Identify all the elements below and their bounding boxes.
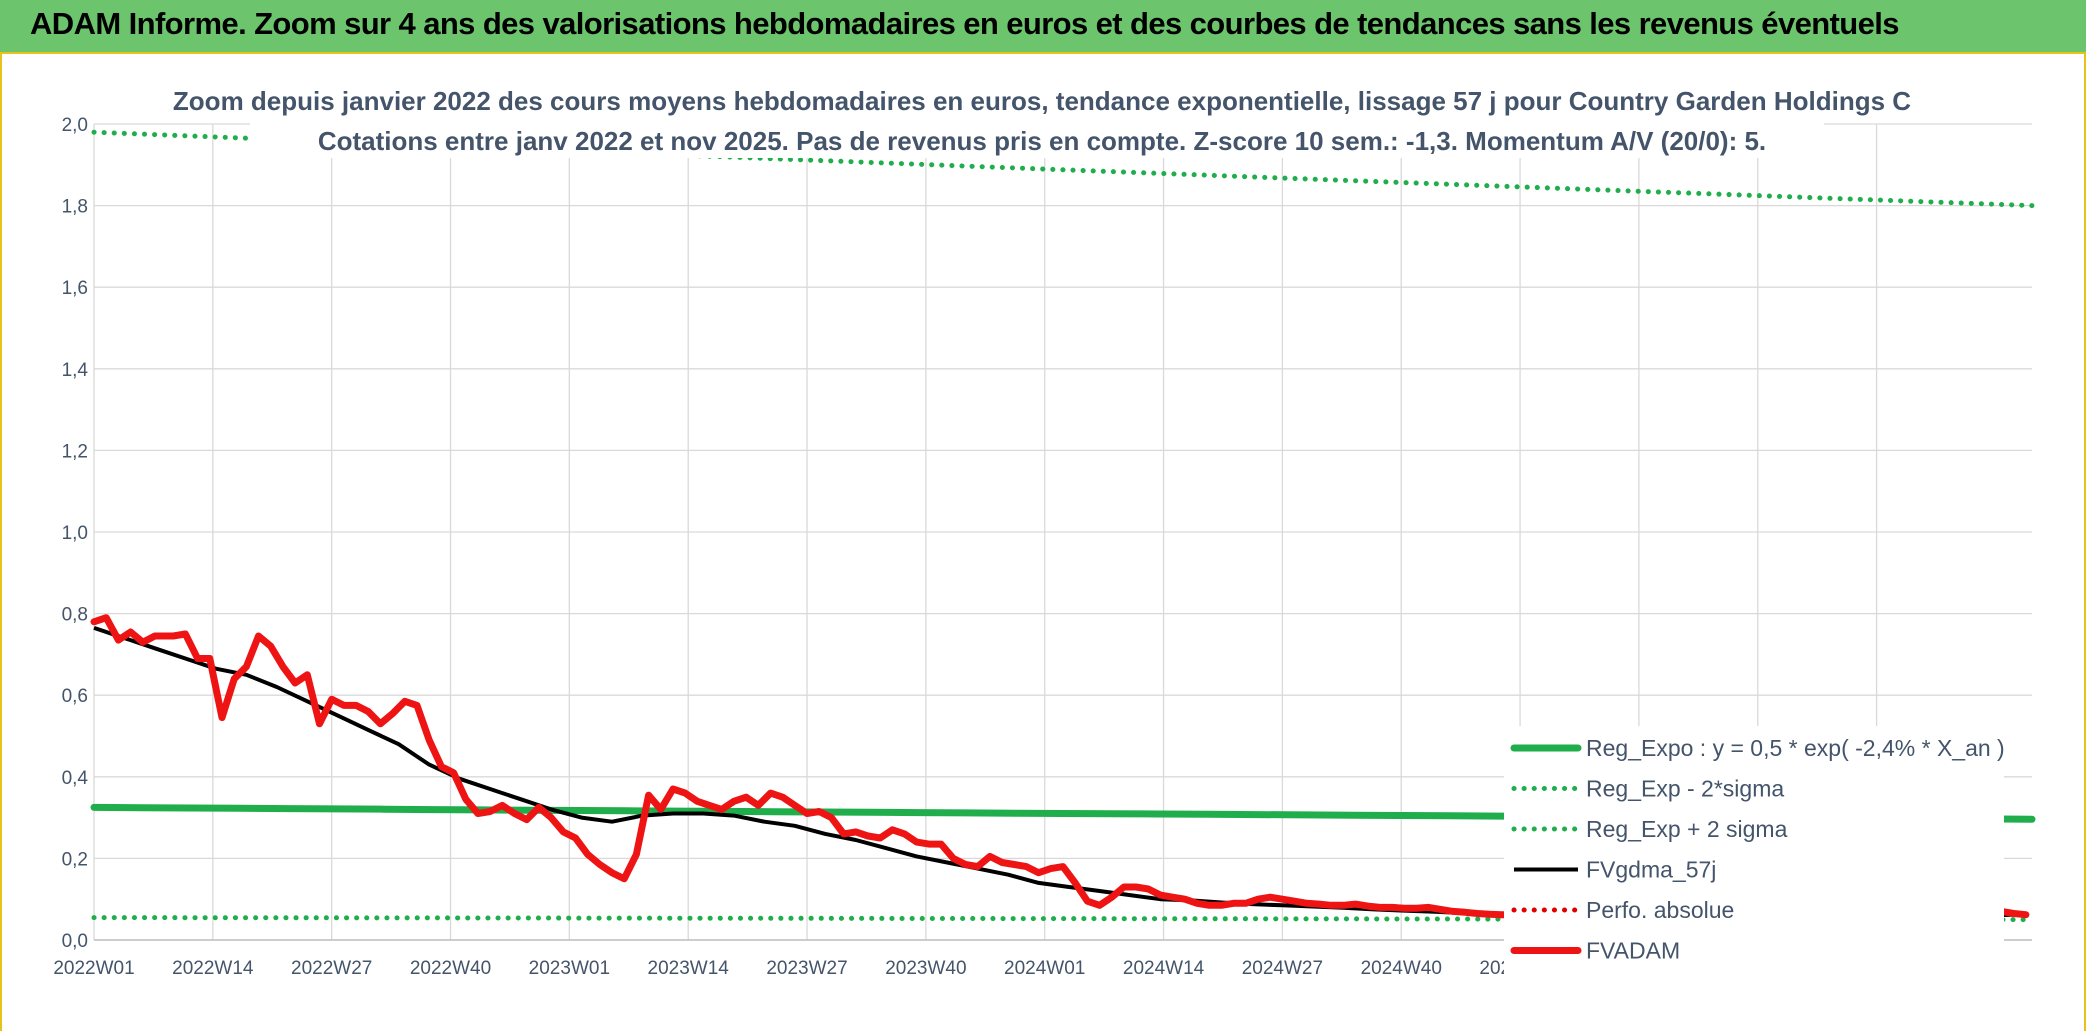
x-tick-label: 2022W27: [291, 958, 372, 979]
chart-title: Zoom depuis janvier 2022 des cours moyen…: [173, 86, 1911, 116]
legend-label: FVgdma_57j: [1586, 857, 1716, 883]
y-tick-label: 0,4: [62, 768, 89, 789]
line-chart: 0,0 0,2 0,4 0,6 0,8 1,0 1,2 1,4 1,6 1,8 2,0 2022W0…: [53, 82, 2036, 979]
chart-frame: 0,0 0,2 0,4 0,6 0,8 1,0 1,2 1,4 1,6 1,8 2,0 2022W0…: [0, 54, 2086, 1031]
legend-label: Reg_Expo : y = 0,5 * exp( -2,4% * X_an ): [1586, 735, 2005, 761]
x-tick-label: 2022W01: [53, 958, 134, 979]
legend-label: FVADAM: [1586, 938, 1680, 964]
y-tick-label: 0,0: [62, 931, 88, 952]
y-tick-label: 2,0: [62, 115, 88, 136]
legend-background: [1504, 726, 2004, 977]
header-banner: ADAM Informe. Zoom sur 4 ans des valoris…: [0, 0, 2086, 54]
x-tick-label: 2023W40: [885, 958, 966, 979]
legend: Reg_Expo : y = 0,5 * exp( -2,4% * X_an )…: [1504, 726, 2005, 977]
legend-label: Perfo. absolue: [1586, 897, 1734, 923]
x-tick-label: 2024W14: [1123, 958, 1205, 979]
x-tick-label: 2023W01: [529, 958, 610, 979]
x-tick-label: 2023W14: [648, 958, 730, 979]
y-tick-label: 1,0: [62, 523, 88, 544]
x-tick-label: 2022W40: [410, 958, 491, 979]
y-tick-label: 0,6: [62, 686, 88, 707]
legend-label: Reg_Exp + 2 sigma: [1586, 816, 1788, 842]
y-axis: 0,0 0,2 0,4 0,6 0,8 1,0 1,2 1,4 1,6 1,8 2,0: [62, 115, 89, 952]
y-tick-label: 0,2: [62, 849, 88, 870]
x-tick-label: 2024W40: [1361, 958, 1442, 979]
y-tick-label: 1,4: [62, 360, 89, 381]
y-tick-label: 1,2: [62, 441, 88, 462]
page-title: ADAM Informe. Zoom sur 4 ans des valoris…: [30, 6, 1900, 41]
chart-subtitle: Cotations entre janv 2022 et nov 2025. P…: [318, 126, 1766, 156]
x-tick-label: 2024W01: [1004, 958, 1085, 979]
title-backdrop: [250, 82, 1824, 158]
x-tick-label: 2024W27: [1242, 958, 1323, 979]
x-tick-label: 2023W27: [766, 958, 847, 979]
y-tick-label: 1,6: [62, 278, 88, 299]
y-tick-label: 1,8: [62, 197, 88, 218]
x-tick-label: 2022W14: [172, 958, 254, 979]
legend-label: Reg_Exp - 2*sigma: [1586, 776, 1784, 802]
y-tick-label: 0,8: [62, 605, 88, 626]
